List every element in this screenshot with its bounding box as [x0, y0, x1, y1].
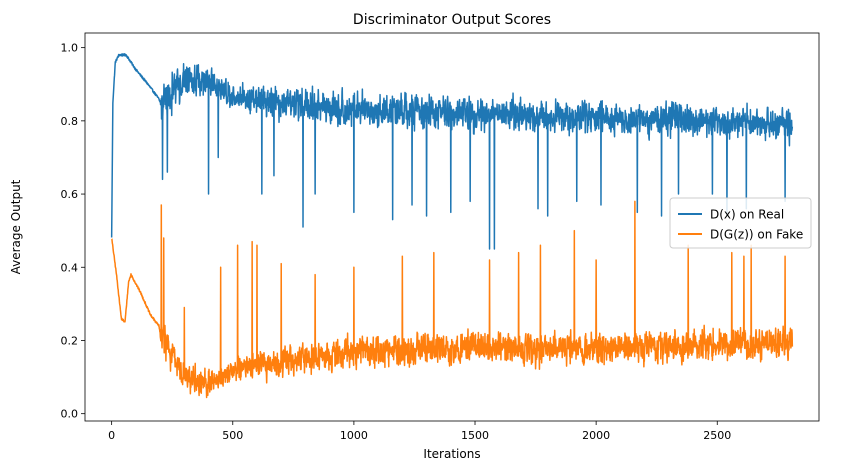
x-tick-label: 0	[108, 429, 115, 442]
y-tick-label: 1.0	[61, 42, 79, 55]
legend-box	[669, 197, 812, 249]
plot-area	[110, 53, 794, 399]
x-tick-label: 2000	[582, 429, 610, 442]
y-tick-label: 0.4	[61, 261, 79, 274]
plot-frame	[84, 32, 820, 422]
y-axis-label: Average Output	[9, 179, 23, 274]
chart-title: Discriminator Output Scores	[353, 12, 551, 28]
legend-label-fake: D(G(z)) on Fake	[710, 228, 803, 242]
x-axis-label: Iterations	[423, 447, 480, 461]
x-tick-label: 2500	[703, 429, 731, 442]
y-axis: 0.0 0.2 0.4 0.6 0.8 1.0	[61, 42, 85, 421]
x-tick-label: 1500	[461, 429, 489, 442]
legend: D(x) on Real D(G(z)) on Fake	[669, 197, 812, 249]
legend-label-real: D(x) on Real	[710, 208, 784, 222]
y-tick-label: 0.8	[61, 115, 79, 128]
series-layer	[110, 53, 794, 399]
x-tick-label: 500	[222, 429, 243, 442]
y-tick-label: 0.2	[61, 334, 79, 347]
y-tick-label: 0.6	[61, 188, 79, 201]
series-line-fake	[111, 200, 794, 399]
series-line-real	[110, 53, 794, 250]
x-tick-label: 1000	[340, 429, 368, 442]
y-tick-label: 0.0	[61, 408, 79, 421]
x-axis: 0 500 1000 1500 2000 2500	[108, 421, 731, 442]
